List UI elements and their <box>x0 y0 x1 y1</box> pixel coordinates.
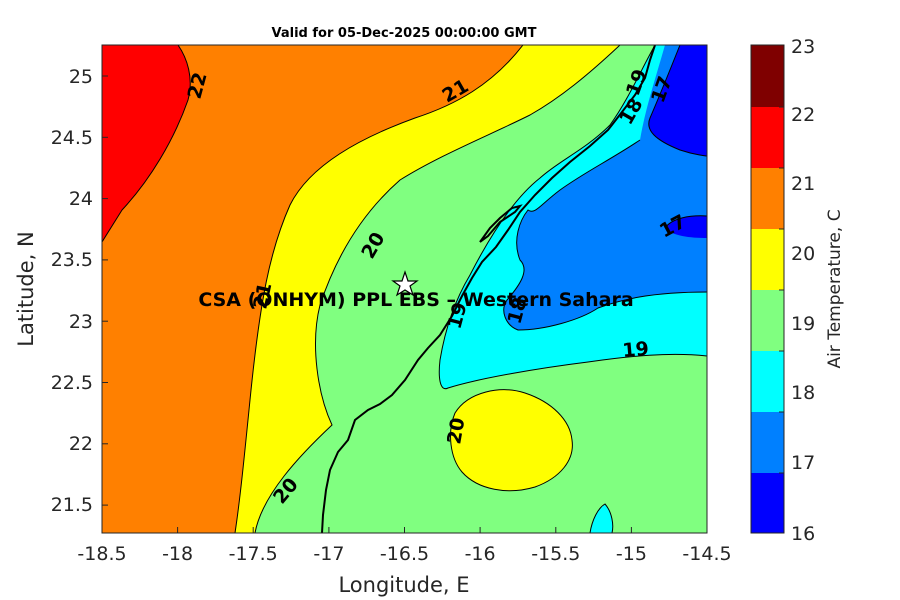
star-icon <box>391 270 419 297</box>
x-tick-label: -15 <box>616 543 647 565</box>
x-tick-label: -18 <box>162 543 193 565</box>
x-tick-label: -17.5 <box>229 543 278 565</box>
colorbar-swatch-22-23 <box>751 45 784 107</box>
coastline-peninsula <box>479 204 523 243</box>
x-tick-label: -17 <box>313 543 344 565</box>
y-tick-label: 24 <box>69 188 93 210</box>
band-16 <box>648 45 707 156</box>
colorbar-tick: 19 <box>791 313 815 335</box>
colorbar-swatch-18-19 <box>751 290 784 351</box>
y-tick-label: 23.5 <box>51 249 93 271</box>
y-tick-label: 22.5 <box>51 372 93 394</box>
x-tick-label: -15.5 <box>531 543 580 565</box>
colorbar-swatch-19-20 <box>751 229 784 290</box>
colorbar-swatch-16-17 <box>751 412 784 473</box>
y-axis: 25 24.5 24 23.5 23 22.5 22 21.5 Latitude… <box>14 66 108 516</box>
y-tick-label: 25 <box>69 66 93 88</box>
contour-label-21b: 21 <box>249 281 276 311</box>
y-tick-label: 21.5 <box>51 494 93 516</box>
colorbar-tick: 22 <box>791 104 815 126</box>
colorbar-tick: 20 <box>791 243 815 265</box>
x-tick-label: -16 <box>465 543 496 565</box>
temperature-field <box>102 45 707 533</box>
colorbar-frame <box>750 44 785 534</box>
band-20-bubble <box>450 389 573 491</box>
band-18-patch <box>590 504 613 533</box>
colorbar-tick: 23 <box>791 36 815 58</box>
colorbar-swatch-15-16 <box>751 473 784 533</box>
colorbar-swatch-20-21 <box>751 168 784 229</box>
y-tick-label: 24.5 <box>51 127 93 149</box>
site-label: CSA (ONHYM) PPL EBS – Western Sahara <box>198 289 633 311</box>
x-axis: -18.5 -18 -17.5 -17 -16.5 -16 -15.5 -15 … <box>77 527 732 597</box>
colorbar-swatch-21-22 <box>751 107 784 168</box>
colorbar-tick: 16 <box>791 523 815 545</box>
band-22 <box>102 45 191 242</box>
map-title: Valid for 05-Dec-2025 00:00:00 GMT <box>272 26 537 41</box>
x-tick-label: -16.5 <box>380 543 429 565</box>
x-tick-label: -14.5 <box>682 543 731 565</box>
coastline <box>321 45 656 533</box>
band-17 <box>503 140 707 330</box>
colorbar-tick: 21 <box>791 173 815 195</box>
colorbar-tick: 17 <box>791 452 815 474</box>
y-axis-label: Latitude, N <box>14 231 38 347</box>
colorbar-swatch-17-18 <box>751 351 784 412</box>
colorbar-label: Air Temperature, C <box>825 209 845 368</box>
contour-lines <box>102 45 707 533</box>
band-16-patch <box>665 215 707 238</box>
y-tick-label: 23 <box>69 311 93 333</box>
contour-label-20b: 20 <box>443 416 469 446</box>
x-axis-label: Longitude, E <box>338 573 469 597</box>
colorbar: 23 22 21 20 19 18 17 16 Air Temperature,… <box>750 36 845 545</box>
colorbar-tick: 18 <box>791 382 815 404</box>
y-tick-label: 22 <box>69 433 93 455</box>
x-tick-label: -18.5 <box>77 543 126 565</box>
contour-label-19c: 19 <box>622 338 650 362</box>
